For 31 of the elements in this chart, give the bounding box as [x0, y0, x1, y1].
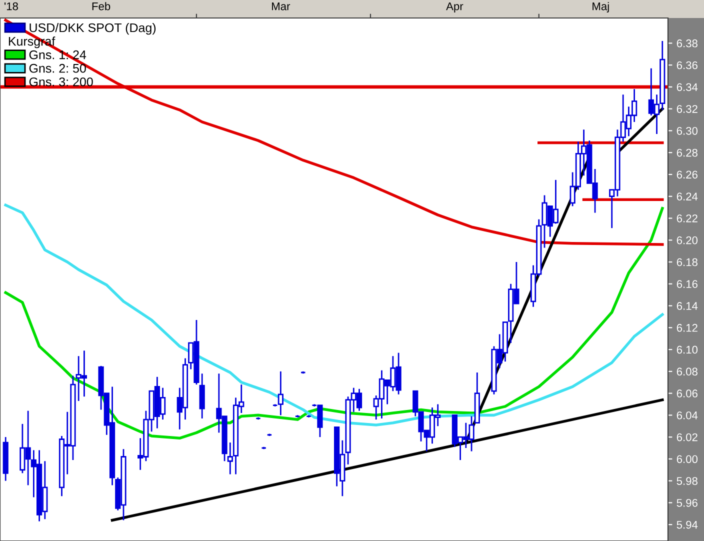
y-tick-label: 6.02	[676, 433, 698, 442]
y-tick-label: 6.38	[676, 39, 698, 48]
legend-label: Gns. 3: 200	[29, 77, 93, 86]
y-tick-label: 6.16	[676, 280, 698, 288]
y-tick-label: 6.08	[676, 368, 698, 376]
y-tick-label: 6.32	[676, 105, 698, 113]
x-tick-label: Maj	[592, 2, 609, 12]
x-tick-label: Mar	[272, 2, 290, 10]
y-tick-label: 6.26	[676, 170, 698, 179]
y-tick-label: 6.18	[676, 258, 698, 266]
y-tick-label: 6.00	[676, 455, 698, 464]
y-tick-label: 6.20	[676, 236, 698, 244]
y-tick-label: 6.22	[676, 214, 698, 222]
legend-label: USD/DKK SPOT (Dag)	[30, 23, 156, 35]
y-tick-label: 6.36	[676, 61, 698, 70]
x-tick-label: Feb	[92, 2, 110, 10]
y-tick-label: 5.94	[676, 520, 698, 529]
y-tick-label: 6.30	[676, 126, 698, 135]
y-tick-label: 6.34	[676, 83, 698, 92]
y-tick-label: 6.12	[676, 324, 698, 332]
y-tick-label: 6.28	[676, 148, 698, 157]
y-tick-label: 6.04	[676, 411, 698, 420]
y-tick-label: 6.24	[676, 192, 698, 200]
legend-label: Gns. 2: 50	[29, 64, 86, 73]
y-tick-label: 6.10	[676, 346, 698, 354]
x-tick-label: Apr	[446, 2, 464, 12]
y-tick-label: 5.96	[676, 498, 698, 507]
y-tick-label: 6.06	[676, 390, 698, 398]
y-tick-label: 6.14	[676, 302, 698, 310]
x-tick-label: '18	[4, 2, 18, 10]
y-tick-label: 5.98	[676, 477, 698, 485]
